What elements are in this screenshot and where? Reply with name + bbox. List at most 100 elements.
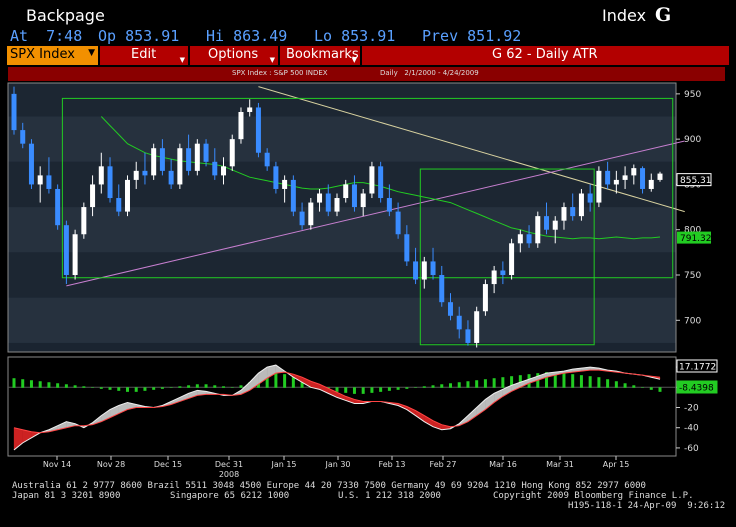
- x-axis-label: Apr 15: [603, 460, 630, 469]
- price-axis-label: 800: [684, 226, 701, 236]
- macd-histogram-bar: [387, 387, 391, 391]
- footer-phone-us: U.S. 1 212 318 2000: [338, 491, 441, 501]
- candle-body: [421, 261, 427, 280]
- highlight-box: [419, 168, 595, 346]
- edit-menu-label: Edit: [131, 47, 157, 62]
- macd-histogram-bar: [195, 384, 199, 388]
- macd-histogram-bar: [152, 387, 156, 390]
- macd-histogram-bar: [396, 387, 400, 390]
- macd-histogram-bar: [379, 387, 383, 392]
- candle-body: [334, 198, 340, 212]
- macd-histogram-bar: [291, 377, 295, 388]
- macd-histogram-bar: [475, 380, 479, 388]
- candle-body: [430, 261, 436, 276]
- candle-body: [255, 107, 261, 153]
- quote-low: Lo 853.91: [314, 27, 396, 45]
- candle-body: [212, 161, 218, 176]
- uptrend-line: [66, 140, 685, 287]
- candle-body: [55, 188, 61, 226]
- macd-value-label: 17.1772: [679, 363, 716, 373]
- toolbar: Edit ▼ Options ▼ Bookmarks ▼ G 62 - Dail…: [0, 45, 736, 66]
- candle-body: [648, 179, 654, 189]
- candle-body: [631, 168, 637, 176]
- macd-histogram-bar: [230, 387, 234, 388]
- x-axis-year-label: 2008: [219, 470, 239, 479]
- macd-histogram-bar: [588, 376, 592, 388]
- macd-histogram-bar: [204, 384, 208, 388]
- chart-period: Daily 2/1/2000 - 4/24/2009: [380, 69, 479, 77]
- macd-histogram-bar: [134, 387, 138, 392]
- macd-histogram-bar: [579, 375, 583, 388]
- macd-histogram-bar: [352, 387, 356, 394]
- price-panel-border: [7, 82, 677, 353]
- ticker-selector[interactable]: SPX Index ▼: [7, 46, 98, 65]
- macd-histogram-bar: [73, 385, 77, 388]
- candle-body: [308, 202, 314, 226]
- bookmarks-menu-label: Bookmarks: [286, 47, 359, 62]
- candle-body: [142, 170, 148, 176]
- ma-tag: [677, 231, 711, 244]
- macd-histogram-bar: [47, 382, 51, 388]
- macd-histogram-bar: [29, 380, 33, 388]
- candle-body: [395, 211, 401, 235]
- candle-body: [98, 166, 104, 185]
- last-price-tag: [676, 173, 712, 187]
- macd-histogram-bar: [117, 387, 121, 391]
- candle-body: [605, 170, 611, 185]
- candle-body: [447, 302, 453, 316]
- macd-line: [13, 364, 661, 451]
- macd-histogram-bar: [414, 387, 418, 388]
- macd-histogram-bar: [91, 387, 95, 388]
- candle-body: [587, 193, 593, 203]
- macd-histogram-bar: [405, 387, 409, 389]
- x-axis-label: Mar 16: [489, 460, 517, 469]
- candle-body: [46, 175, 52, 189]
- price-band: [8, 116, 676, 162]
- price-axis-label: 750: [684, 271, 701, 281]
- downtrend-line: [258, 86, 685, 213]
- copyright: Copyright 2009 Bloomberg Finance L.P.: [493, 491, 694, 501]
- macd-histogram-bar: [466, 381, 470, 388]
- macd-histogram-bar: [160, 387, 164, 389]
- macd-value-label: -8.4398: [679, 384, 714, 394]
- price-axis-label: 700: [684, 316, 701, 326]
- price-band: [8, 207, 676, 253]
- macd-histogram-bar: [222, 386, 226, 388]
- x-axis-label: Mar 31: [546, 460, 574, 469]
- highlight-box: [61, 97, 674, 279]
- candle-body: [28, 143, 34, 185]
- macd-histogram-bar: [99, 387, 103, 389]
- candle-body: [613, 179, 619, 185]
- bookmarks-menu[interactable]: Bookmarks ▼: [280, 46, 360, 65]
- candle-body: [535, 216, 541, 244]
- candle-body: [247, 107, 253, 112]
- macd-value-tag: [676, 359, 718, 373]
- candle-body: [343, 184, 349, 199]
- signal-line: [13, 369, 661, 434]
- candle-body: [509, 243, 515, 276]
- price-chart[interactable]: 950900850800750700855.31791.32200-20-40-…: [0, 0, 736, 480]
- options-menu[interactable]: Options ▼: [190, 46, 278, 65]
- candle-body: [596, 170, 602, 203]
- last-price-label: 855.31: [680, 176, 712, 186]
- g-logo-icon: G: [655, 4, 672, 26]
- macd-histogram-bar: [553, 372, 557, 388]
- macd-histogram-bar: [632, 385, 636, 388]
- candle-body: [194, 143, 200, 171]
- macd-histogram-bar: [108, 387, 112, 390]
- macd-histogram-bar: [483, 379, 487, 388]
- macd-histogram-bar: [274, 372, 278, 388]
- macd-histogram-bar: [82, 386, 86, 388]
- macd-histogram-bar: [265, 375, 269, 388]
- candle-body: [657, 173, 663, 180]
- ma-label: 791.32: [680, 234, 712, 244]
- macd-histogram-bar: [422, 386, 426, 388]
- timestamp: H195-118-1 24-Apr-09 9:26:12: [568, 501, 726, 511]
- edit-menu[interactable]: Edit ▼: [100, 46, 188, 65]
- ticker-label: SPX Index: [10, 47, 75, 62]
- macd-histogram-bar: [510, 376, 514, 388]
- footer-phone-singapore: Singapore 65 6212 1000: [170, 491, 290, 501]
- quote-high: Hi 863.49: [206, 27, 288, 45]
- macd-histogram-bar: [21, 379, 25, 388]
- macd-histogram-bar: [335, 387, 339, 392]
